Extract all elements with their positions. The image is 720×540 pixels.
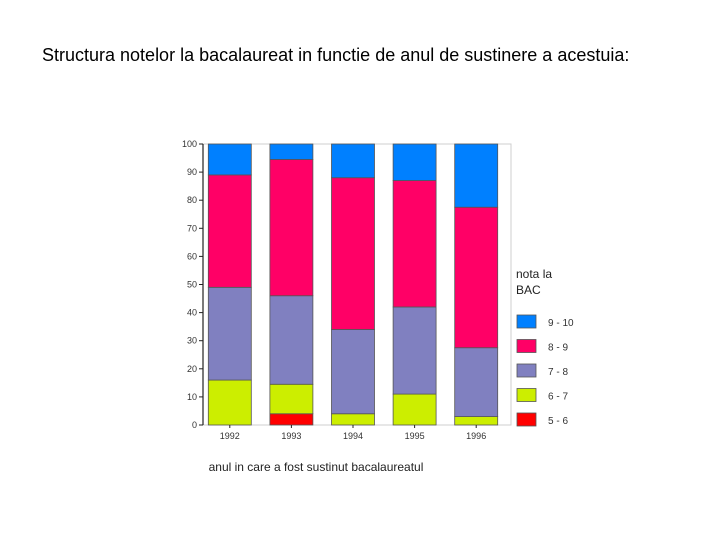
bar-segment-1993-8-9 [269,159,314,297]
y-tick-label: 10 [187,392,197,402]
x-tick-label: 1994 [343,431,363,441]
y-tick-label: 100 [182,139,197,149]
bar-segment-1992-6-7 [207,379,252,426]
bar-segment-1994-7-8 [331,329,375,415]
legend-swatch [516,339,537,353]
bar-segment-1994-6-7 [331,413,375,426]
bar-segment-1996-9-10 [454,143,499,208]
y-tick-label: 70 [187,223,197,233]
bar-segment-1993-5-6 [269,413,314,426]
y-tick-label: 30 [187,336,197,346]
bar-segment-1996-7-8 [454,347,499,417]
legend: nota la BAC 9 - 10 8 - 9 7 - 8 6 - 7 5 - 6 [516,267,574,427]
legend-swatch [516,314,537,329]
x-ticks-layer: 1992 1993 1994 1995 1996 [220,425,486,441]
y-tick-label: 0 [192,420,197,430]
legend-swatch [516,412,537,427]
x-tick-label: 1992 [220,431,240,441]
bars-layer [207,143,499,426]
y-tick-label: 20 [187,364,197,374]
legend-label: 6 - 7 [548,392,568,403]
legend-swatch [516,388,537,402]
bar-segment-1995-8-9 [392,180,437,308]
y-tick-label: 50 [187,280,197,290]
y-tick-label: 90 [187,167,197,177]
bar-segment-1995-7-8 [392,306,437,395]
bar-segment-1992-7-8 [207,286,252,381]
legend-label: 5 - 6 [548,416,568,427]
x-tick-label: 1993 [281,431,301,441]
bar-segment-1993-6-7 [269,383,314,415]
bar-segment-1992-9-10 [207,143,252,176]
y-tick-label: 40 [187,308,197,318]
bar-segment-1992-8-9 [207,174,252,288]
bar-segment-1995-9-10 [392,143,437,181]
bar-segment-1993-7-8 [269,295,314,385]
legend-label: 9 - 10 [548,318,574,329]
bar-segment-1996-8-9 [454,206,499,349]
bar-segment-1996-6-7 [454,416,499,426]
legend-label: 7 - 8 [548,367,568,378]
x-axis-label: anul in care a fost sustinut bacalaureat… [209,460,424,474]
legend-label: 8 - 9 [548,343,568,354]
y-tick-label: 80 [187,195,197,205]
bar-segment-1995-6-7 [392,393,437,426]
bar-segment-1994-8-9 [331,177,375,330]
y-tick-label: 60 [187,251,197,261]
legend-swatch [516,363,537,378]
x-tick-label: 1995 [405,431,425,441]
page-title: Structura notelor la bacalaureat in func… [42,45,630,65]
bar-segment-1994-9-10 [331,143,375,179]
legend-title: nota la BAC [516,267,552,297]
x-tick-label: 1996 [466,431,486,441]
bar-segment-1993-9-10 [269,143,314,160]
